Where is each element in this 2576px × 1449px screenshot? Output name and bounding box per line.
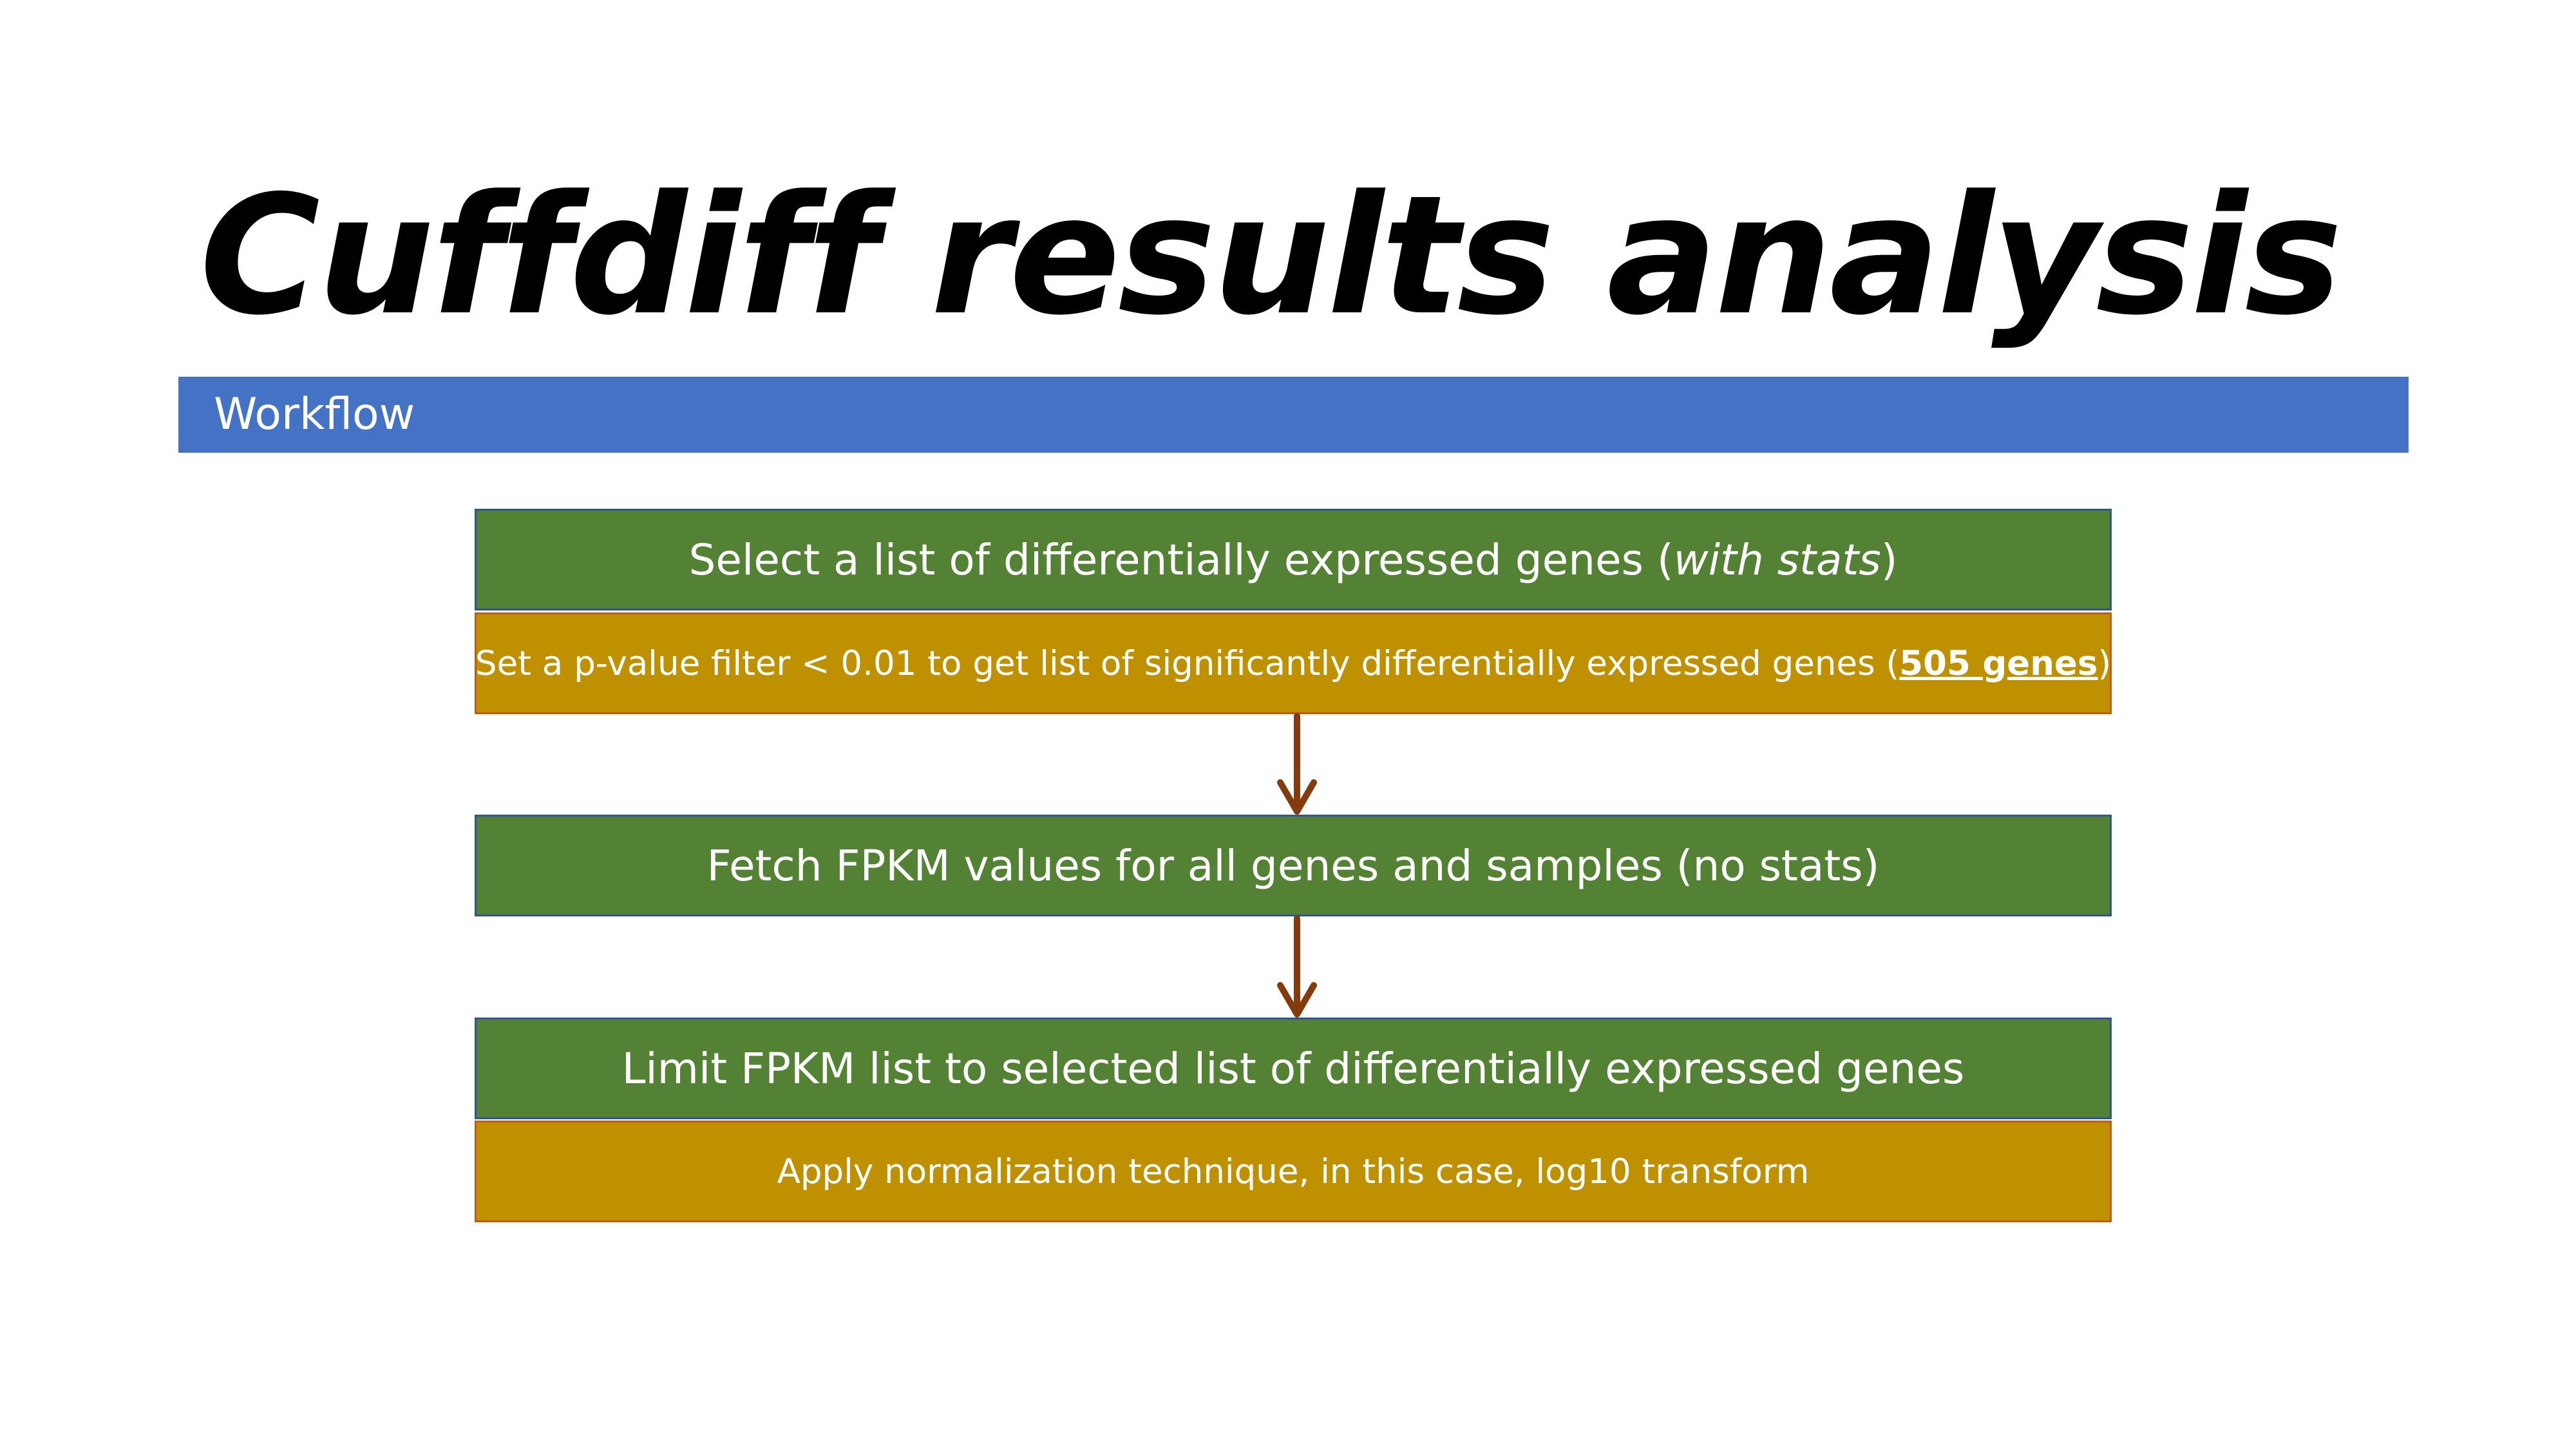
step-limit-fpkm-text: Limit FPKM list to selected list of diff…: [621, 1043, 1965, 1094]
gene-count-highlight: 505 genes: [1899, 643, 2098, 683]
arrow-step1-to-step2: [1277, 713, 1317, 815]
pvalue-filter-detail-box: Set a p-value filter < 0.01 to get list …: [475, 612, 2112, 714]
arrow-step2-to-step3: [1277, 915, 1317, 1018]
normalization-text: Apply normalization technique, in this c…: [777, 1151, 1810, 1191]
page-title: Cuffdiff results analysis: [200, 160, 2342, 352]
step-select-genes-box: Select a list of differentially expresse…: [475, 509, 2112, 611]
step-select-genes-text-start: Select a list of differentially expresse…: [688, 535, 1674, 585]
step-limit-fpkm-box: Limit FPKM list to selected list of diff…: [475, 1018, 2112, 1119]
section-label: Workflow: [214, 389, 415, 440]
step-fetch-fpkm-box: Fetch FPKM values for all genes and samp…: [475, 815, 2112, 916]
section-header-bar: Workflow: [178, 377, 2409, 453]
normalization-detail-box: Apply normalization technique, in this c…: [475, 1121, 2112, 1222]
pvalue-filter-text-end: ): [2098, 643, 2112, 683]
step-select-genes-text-emphasis: with stats: [1673, 535, 1881, 585]
step-fetch-fpkm-text: Fetch FPKM values for all genes and samp…: [706, 840, 1880, 891]
pvalue-filter-text-start: Set a p-value filter < 0.01 to get list …: [475, 643, 1900, 683]
step-select-genes-text-end: ): [1880, 535, 1898, 585]
